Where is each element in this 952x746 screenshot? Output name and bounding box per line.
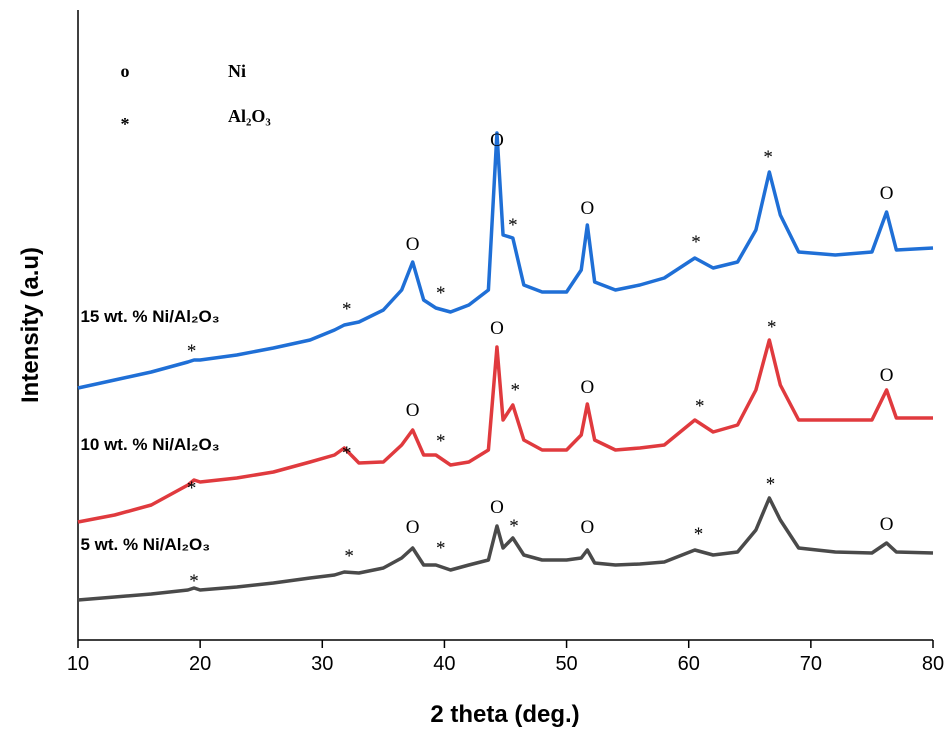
legend-symbol: * (121, 114, 130, 134)
y-axis-title: Intensity (a.u) (17, 247, 44, 403)
series-label: 10 wt. % Ni/Al₂O₃ (80, 435, 219, 454)
peak-marker: * (342, 443, 352, 464)
peak-marker: * (763, 147, 773, 168)
peak-marker: * (436, 538, 446, 559)
line-series (77, 338, 933, 524)
legend-label: Ni (228, 61, 246, 81)
peak-marker: * (767, 317, 777, 338)
peak-marker: * (189, 571, 199, 592)
x-tick-label: 40 (433, 653, 455, 675)
peak-marker: * (436, 283, 446, 304)
peak-marker: * (695, 396, 705, 417)
peak-marker: * (436, 431, 446, 452)
line-series (77, 496, 934, 602)
peak-marker: * (691, 232, 701, 253)
peak-marker: * (694, 524, 704, 545)
peak-marker: O (406, 517, 420, 538)
x-tick-label: 60 (678, 653, 700, 675)
peak-marker: O (580, 198, 594, 219)
legend-symbol: o (121, 61, 130, 81)
x-tick-label: 50 (555, 653, 577, 675)
peak-marker: * (187, 341, 197, 362)
peak-marker: O (880, 514, 894, 535)
peak-marker: O (490, 497, 504, 518)
peak-marker: * (508, 215, 518, 236)
legend-label: Al₂O₃ (228, 106, 271, 126)
peak-marker: O (490, 318, 504, 339)
peak-marker: * (342, 299, 352, 320)
x-axis-title: 2 theta (deg.) (430, 701, 579, 728)
x-tick-label: 10 (67, 653, 89, 675)
peak-marker: * (344, 546, 354, 567)
peak-marker: * (766, 474, 776, 495)
peak-marker: O (580, 377, 594, 398)
peak-marker: O (406, 400, 420, 421)
peak-marker: O (880, 365, 894, 386)
peak-marker: * (511, 380, 521, 401)
x-tick-label: 30 (311, 653, 333, 675)
series-label: 15 wt. % Ni/Al₂O₃ (80, 307, 219, 326)
x-tick-label: 80 (922, 653, 944, 675)
peak-marker: O (580, 517, 594, 538)
peak-marker: O (880, 183, 894, 204)
x-tick-label: 20 (189, 653, 211, 675)
peak-marker: * (187, 478, 197, 499)
peak-marker: * (509, 516, 519, 537)
peak-marker: O (406, 234, 420, 255)
peak-marker: O (490, 130, 504, 151)
x-tick-label: 70 (800, 653, 822, 675)
series-label: 5 wt. % Ni/Al₂O₃ (80, 535, 210, 554)
line-series (77, 131, 934, 390)
